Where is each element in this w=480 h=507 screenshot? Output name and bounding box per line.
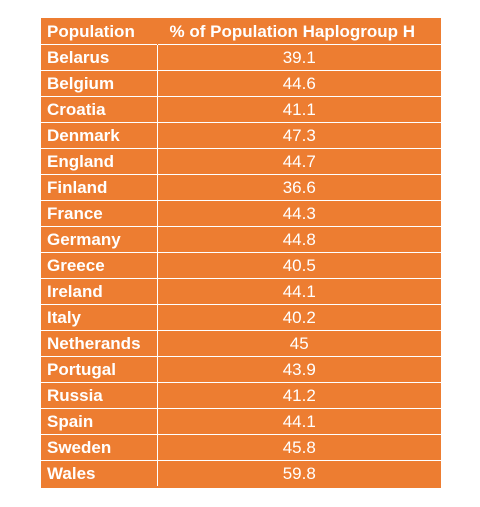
header-percent-haplogroup-h: % of Population Haplogroup H (156, 19, 441, 45)
table-row: Denmark 47.3 (41, 122, 441, 149)
haplogroup-percent-cell: 59.8 (156, 460, 441, 486)
haplogroup-percent-cell: 44.6 (156, 70, 441, 97)
population-cell: Netherands (47, 334, 141, 353)
population-cell: Germany (47, 230, 121, 249)
population-cell: France (47, 204, 103, 223)
table-row: Ireland 44.1 (41, 278, 441, 305)
haplogroup-percent-cell: 43.9 (156, 356, 441, 383)
population-cell: Denmark (47, 126, 120, 145)
table-row: Spain 44.1 (41, 408, 441, 435)
table-body: Belarus 39.1 Belgium 44.6 Croatia 41.1 Denmark… (41, 44, 441, 486)
haplogroup-percent-cell: 36.6 (156, 174, 441, 201)
haplogroup-percent-cell: 44.8 (156, 226, 441, 253)
haplogroup-percent-cell: 40.5 (156, 252, 441, 279)
population-cell: Spain (47, 412, 94, 431)
table-row: France 44.3 (41, 200, 441, 227)
table-row: Belgium 44.6 (41, 70, 441, 97)
population-cell: Wales (47, 464, 96, 483)
haplogroup-table-container: Population % of Population Haplogroup H … (41, 18, 441, 488)
table-row: Greece 40.5 (41, 252, 441, 279)
population-cell: England (47, 152, 115, 171)
haplogroup-percent-cell: 44.1 (156, 278, 441, 305)
table-row: Netherands 45 (41, 330, 441, 357)
header-row: Population % of Population Haplogroup H (41, 19, 441, 45)
haplogroup-percent-cell: 39.1 (156, 44, 441, 71)
table-row: Sweden 45.8 (41, 434, 441, 461)
table-row: Croatia 41.1 (41, 96, 441, 123)
population-cell: Belarus (47, 48, 110, 67)
haplogroup-percent-cell: 45 (156, 330, 441, 357)
population-cell: Greece (47, 256, 105, 275)
haplogroup-table: Population % of Population Haplogroup H … (41, 19, 441, 486)
population-cell: Croatia (47, 100, 106, 119)
haplogroup-percent-cell: 44.7 (156, 148, 441, 175)
population-cell: Ireland (47, 282, 103, 301)
table-row: Portugal 43.9 (41, 356, 441, 383)
population-cell: Portugal (47, 360, 116, 379)
haplogroup-percent-cell: 41.2 (156, 382, 441, 409)
table-header: Population % of Population Haplogroup H (41, 19, 441, 45)
haplogroup-percent-cell: 40.2 (156, 304, 441, 331)
haplogroup-percent-cell: 45.8 (156, 434, 441, 461)
haplogroup-percent-cell: 47.3 (156, 122, 441, 149)
table-row: England 44.7 (41, 148, 441, 175)
haplogroup-percent-cell: 44.1 (156, 408, 441, 435)
population-cell: Belgium (47, 74, 115, 93)
haplogroup-percent-cell: 41.1 (156, 96, 441, 123)
table-row: Germany 44.8 (41, 226, 441, 253)
population-cell: Finland (47, 178, 108, 197)
population-cell: Italy (47, 308, 82, 327)
table-row: Russia 41.2 (41, 382, 441, 409)
table-row: Belarus 39.1 (41, 44, 441, 71)
table-row: Wales 59.8 (41, 460, 441, 486)
table-row: Finland 36.6 (41, 174, 441, 201)
header-population: Population (47, 22, 135, 41)
population-cell: Russia (47, 386, 103, 405)
population-cell: Sweden (47, 438, 112, 457)
haplogroup-percent-cell: 44.3 (156, 200, 441, 227)
table-row: Italy 40.2 (41, 304, 441, 331)
